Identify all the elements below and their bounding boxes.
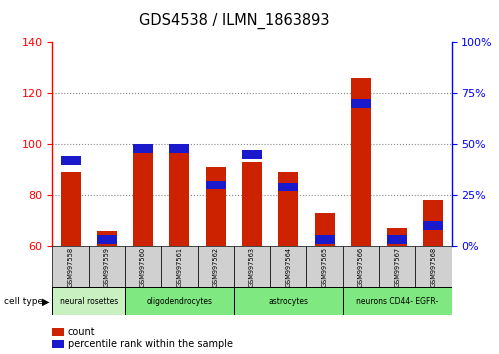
Bar (125, 287, 234, 315)
Bar (133, 144, 153, 153)
Text: GSM997565: GSM997565 (321, 247, 327, 287)
Bar (198, 246, 234, 289)
Bar (343, 287, 452, 315)
Bar (387, 235, 407, 244)
Bar (278, 172, 298, 246)
Bar (234, 246, 270, 289)
Text: count: count (67, 327, 95, 337)
Bar (52, 246, 89, 289)
Text: GSM997562: GSM997562 (213, 247, 219, 287)
Bar (206, 181, 226, 189)
Text: oligodendrocytes: oligodendrocytes (146, 297, 213, 306)
Bar (351, 78, 371, 246)
Bar (415, 246, 452, 289)
Bar (424, 221, 444, 230)
Bar (314, 213, 334, 246)
Text: neural rosettes: neural rosettes (59, 297, 118, 306)
Text: GSM997564: GSM997564 (285, 247, 291, 287)
Bar (97, 235, 117, 244)
Text: percentile rank within the sample: percentile rank within the sample (67, 339, 233, 349)
Bar (270, 246, 306, 289)
Text: GSM997558: GSM997558 (67, 247, 73, 287)
Text: GDS4538 / ILMN_1863893: GDS4538 / ILMN_1863893 (139, 12, 330, 29)
Text: GSM997560: GSM997560 (140, 247, 146, 287)
Bar (351, 99, 371, 108)
Bar (97, 231, 117, 246)
Bar (379, 246, 415, 289)
Text: GSM997559: GSM997559 (104, 247, 110, 287)
Bar (314, 235, 334, 244)
Bar (133, 144, 153, 246)
Text: neurons CD44- EGFR-: neurons CD44- EGFR- (356, 297, 438, 306)
Bar (424, 200, 444, 246)
Bar (242, 162, 262, 246)
Bar (306, 246, 343, 289)
Bar (52, 328, 63, 336)
Bar (206, 167, 226, 246)
Bar (89, 246, 125, 289)
Text: GSM997567: GSM997567 (394, 247, 400, 287)
Text: cell type: cell type (4, 297, 43, 306)
Text: GSM997561: GSM997561 (177, 247, 183, 287)
Bar (60, 172, 80, 246)
Text: GSM997568: GSM997568 (431, 247, 437, 287)
Bar (125, 246, 161, 289)
Bar (52, 340, 63, 348)
Text: ▶: ▶ (42, 297, 50, 307)
Bar (242, 150, 262, 159)
Bar (234, 287, 343, 315)
Bar (387, 228, 407, 246)
Text: GSM997563: GSM997563 (249, 247, 255, 287)
Bar (170, 144, 190, 246)
Text: astrocytes: astrocytes (268, 297, 308, 306)
Text: GSM997566: GSM997566 (358, 247, 364, 287)
Bar (170, 144, 190, 153)
Bar (52, 287, 125, 315)
Bar (278, 183, 298, 192)
Bar (343, 246, 379, 289)
Bar (161, 246, 198, 289)
Bar (60, 156, 80, 165)
